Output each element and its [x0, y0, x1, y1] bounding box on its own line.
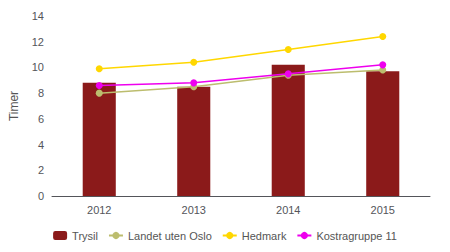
- svg-text:14: 14: [32, 10, 44, 22]
- svg-text:6: 6: [38, 113, 44, 125]
- svg-text:8: 8: [38, 87, 44, 99]
- svg-text:4: 4: [38, 139, 44, 151]
- svg-text:Hedmark: Hedmark: [242, 230, 287, 242]
- svg-text:12: 12: [32, 36, 44, 48]
- svg-text:10: 10: [32, 61, 44, 73]
- svg-text:Trysil: Trysil: [72, 230, 98, 242]
- svg-text:2015: 2015: [371, 204, 395, 216]
- svg-text:Kostragruppe 11: Kostragruppe 11: [316, 230, 397, 242]
- svg-text:2013: 2013: [182, 204, 206, 216]
- svg-text:2014: 2014: [276, 204, 300, 216]
- svg-text:Timer: Timer: [7, 91, 21, 121]
- svg-text:Landet uten Oslo: Landet uten Oslo: [128, 230, 212, 242]
- svg-text:2012: 2012: [87, 204, 111, 216]
- svg-text:0: 0: [38, 190, 44, 202]
- svg-text:2: 2: [38, 164, 44, 176]
